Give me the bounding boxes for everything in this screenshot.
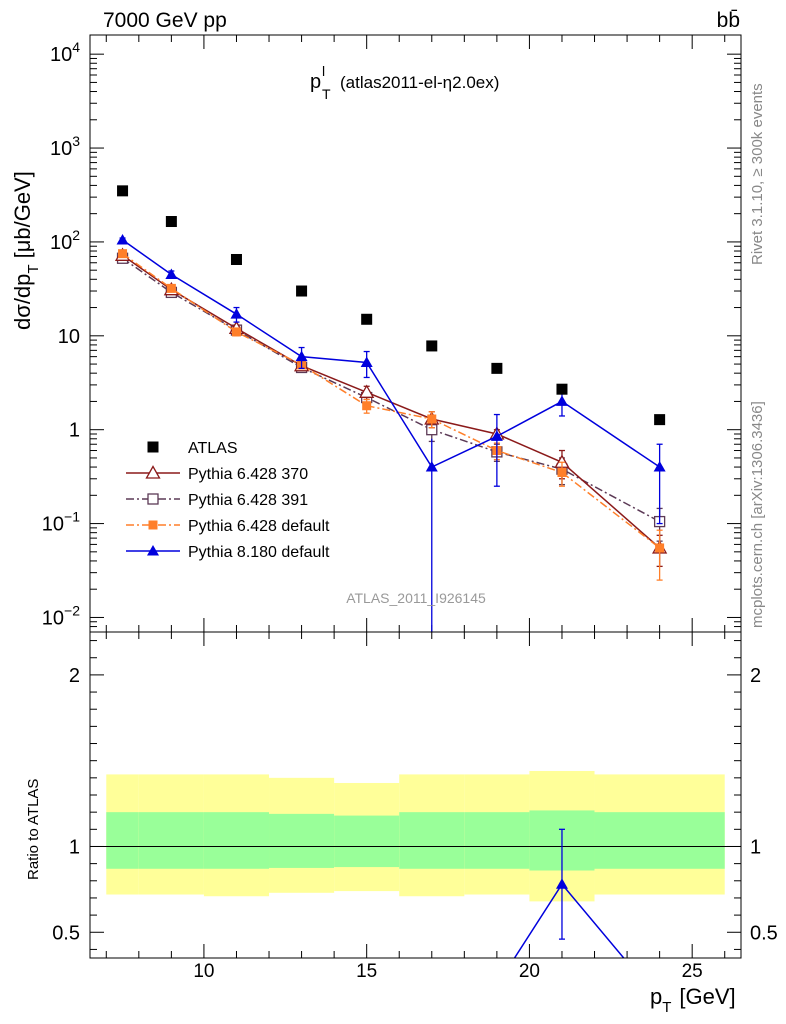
legend-marker-py6_370: [145, 465, 161, 479]
ratio-axis-ticks: [90, 632, 741, 958]
ratio-point-py8_default: [555, 878, 568, 889]
ratio-band-inner: [334, 815, 400, 868]
main-ytick-label: 103: [50, 133, 80, 160]
main-plot: 10−2 10−1 1 10 102 103 104 p T l (atlas2011-el…: [10, 34, 742, 633]
svg-text:l: l: [322, 63, 325, 79]
data-point-atlas: [165, 216, 177, 228]
svg-text:dσ/dpT[μb/GeV]: dσ/dpT[μb/GeV]: [10, 171, 42, 330]
process-label: bb̄: [717, 9, 740, 32]
main-axis-ticks: [90, 35, 741, 633]
main-ytick-label: 1: [69, 420, 80, 442]
data-point-atlas: [426, 340, 438, 352]
data-point-py6_default: [427, 414, 437, 424]
ratio-xtick-label: 15: [356, 961, 377, 982]
data-point-atlas: [361, 313, 373, 325]
data-point-py8_default: [360, 356, 373, 367]
mcplots-label: mcplots.cern.ch [arXiv:1306.3436]: [749, 401, 766, 628]
legend-label-atlas: ATLAS: [188, 440, 238, 457]
data-point-atlas: [654, 414, 666, 426]
svg-text:T: T: [322, 86, 331, 102]
data-point-atlas: [117, 185, 129, 197]
legend-item-py6_default: Pythia 6.428 default: [126, 518, 330, 535]
data-point-py8_default: [425, 461, 438, 472]
legend-item-py6_370: Pythia 6.428 370: [126, 465, 308, 483]
data-point-py8_default: [165, 268, 178, 279]
data-point-py6_default: [166, 283, 176, 293]
ratio-ytick-label-right: 1: [750, 836, 761, 858]
data-point-py6_default: [362, 401, 372, 411]
ratio-uncertainty-bands: [106, 770, 725, 902]
data-point-py8_default: [490, 430, 503, 441]
ratio-ytick-label-left: 0.5: [52, 922, 80, 944]
main-ytick-label: 10−2: [42, 602, 80, 629]
data-point-atlas: [556, 383, 568, 395]
series-py8_default: [116, 233, 666, 632]
legend-label-py8_default: Pythia 8.180 default: [188, 544, 330, 561]
rivet-label: Rivet 3.1.10, ≥ 300k events: [749, 83, 766, 265]
svg-text:(atlas2011-el-η2.0ex): (atlas2011-el-η2.0ex): [340, 73, 499, 92]
data-point-py8_default: [653, 461, 666, 472]
ratio-band-inner: [269, 813, 335, 868]
data-point-py8_default: [116, 233, 129, 245]
legend-marker-py6_default: [148, 520, 158, 530]
data-point-atlas: [296, 285, 308, 297]
ratio-band-inner: [106, 812, 139, 869]
ratio-series-py8_default: [513, 828, 625, 958]
legend-label-py6_370: Pythia 6.428 370: [188, 466, 308, 483]
main-ytick-label: 10−1: [42, 509, 80, 536]
ratio-xlabel: pT [GeV]: [650, 984, 736, 1016]
ratio-plot: 10 15 20 25 0.5 0.5 1 1 2 2 Ratio to ATLAS pT [GeV…: [25, 631, 778, 1016]
series-line-py8_default: [122, 239, 661, 469]
legend-label-py6_391: Pythia 6.428 391: [188, 492, 308, 509]
ratio-band-inner: [464, 812, 530, 869]
ratio-band-inner: [399, 812, 465, 869]
data-point-atlas: [491, 362, 503, 374]
ratio-band-inner: [138, 812, 204, 869]
series-atlas: [117, 185, 666, 426]
legend-item-py6_391: Pythia 6.428 391: [126, 492, 308, 509]
ratio-band-inner: [203, 812, 270, 869]
main-ytick-label: 104: [50, 39, 80, 66]
svg-text:pT[GeV]: pT [GeV]: [650, 984, 736, 1016]
legend-label-py6_default: Pythia 6.428 default: [188, 518, 330, 535]
ratio-plot-frame: [89, 631, 742, 959]
data-point-py8_default: [295, 350, 308, 362]
data-point-py6_default: [118, 249, 128, 259]
legend-marker-py8_default: [147, 545, 159, 556]
legend-item-py8_default: Pythia 8.180 default: [126, 544, 330, 561]
legend-marker-atlas: [147, 441, 159, 453]
data-point-py8_default: [555, 395, 568, 406]
legend: ATLAS Pythia 6.428 370 Pythia 6.428 391 Pyt…: [126, 440, 330, 561]
legend-marker-py6_391: [147, 493, 159, 505]
ratio-ytick-label-right: 2: [750, 665, 761, 687]
watermark: ATLAS_2011_I926145: [346, 590, 486, 606]
ratio-line-py8_default: [513, 882, 625, 958]
series-line-py6_391: [122, 257, 660, 523]
main-ytick-label: 10: [58, 326, 80, 348]
data-point-atlas: [230, 253, 242, 265]
ratio-xtick-label: 25: [682, 961, 703, 982]
svg-text:p: p: [310, 71, 321, 93]
ratio-ytick-label-right: 0.5: [750, 922, 778, 944]
ratio-xtick-label: 10: [193, 961, 214, 982]
ratio-ytick-label-left: 2: [69, 665, 80, 687]
main-ylabel: dσ/dpT[μb/GeV]: [10, 171, 42, 330]
legend-item-atlas: ATLAS: [147, 440, 238, 457]
data-point-py6_default: [557, 467, 567, 477]
main-ytick-label: 102: [50, 227, 80, 254]
data-point-py8_default: [230, 308, 243, 319]
ratio-band-inner: [594, 812, 725, 869]
plot-title: p T l (atlas2011-el-η2.0ex): [310, 63, 499, 102]
ratio-xtick-label: 20: [519, 961, 540, 982]
ratio-ytick-label-left: 1: [69, 836, 80, 858]
energy-label: 7000 GeV pp: [103, 9, 227, 32]
main-plot-frame: [89, 34, 742, 633]
ratio-ylabel: Ratio to ATLAS: [25, 779, 42, 880]
data-point-py6_default: [231, 327, 241, 337]
data-point-py6_default: [655, 543, 665, 553]
data-point-py6_370: [359, 384, 375, 398]
